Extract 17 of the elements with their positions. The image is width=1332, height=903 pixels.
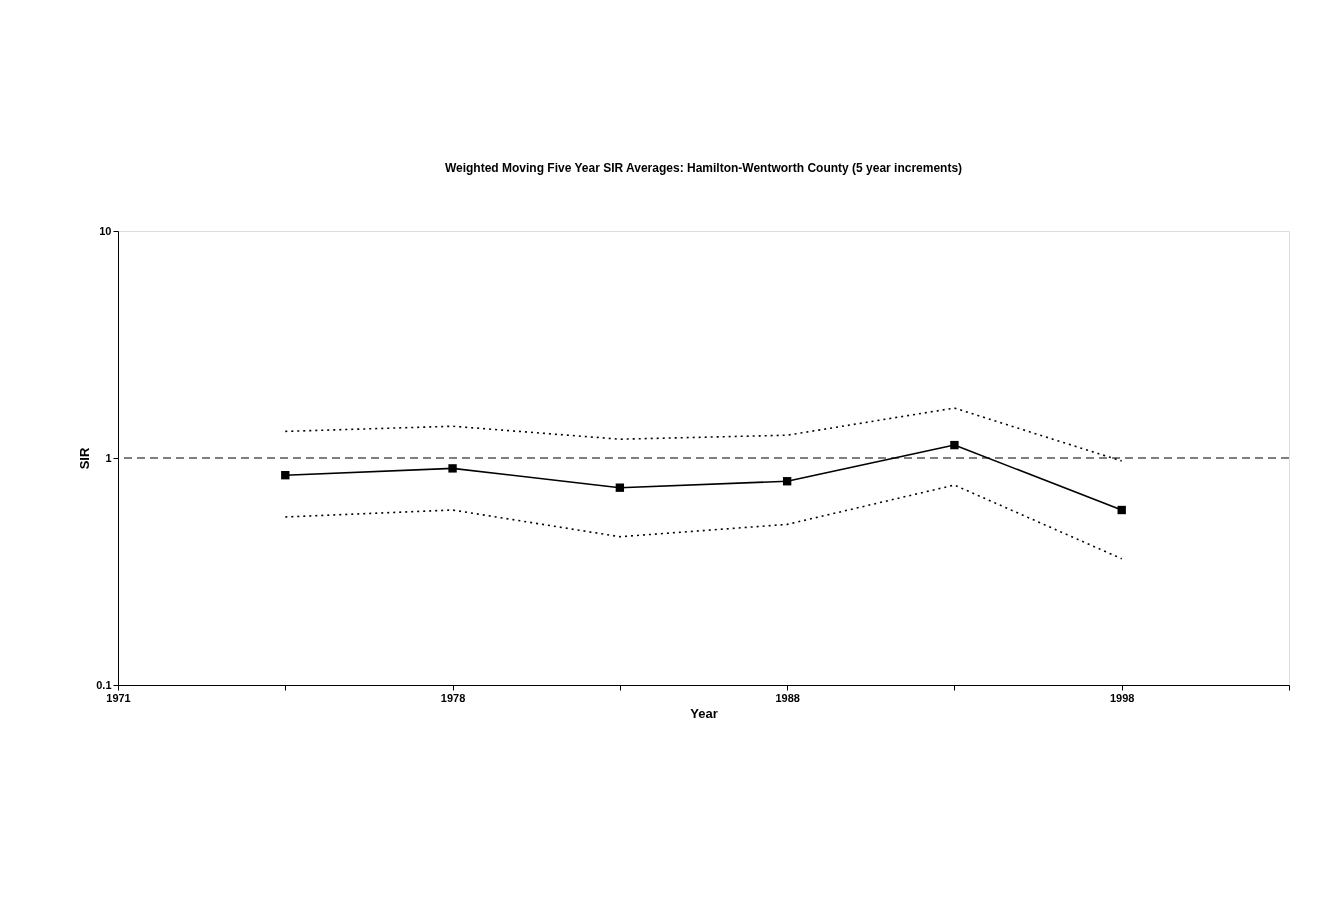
point (782, 477, 792, 486)
y-axis-title: SIR (77, 447, 93, 470)
chart-title: Weighted Moving Five Year SIR Averages: Hamilton-Wentworth County (5 year increments) (444, 161, 963, 175)
x-tick-label: 1988 (775, 691, 800, 704)
point (615, 483, 625, 492)
line-series (284, 484, 1123, 560)
x-axis-title: Year (690, 705, 718, 721)
y-tick-label: 10 (99, 224, 112, 237)
point (448, 464, 457, 473)
x-tick-label: 1978 (440, 691, 466, 704)
point (281, 471, 290, 480)
x-tick-label: 1971 (106, 691, 131, 704)
y-tick-label: 0.1 (96, 678, 112, 691)
point (950, 440, 959, 450)
y-tick-label: 1 (105, 451, 112, 464)
x-tick-label: 1998 (1109, 691, 1135, 704)
point (1117, 505, 1126, 515)
